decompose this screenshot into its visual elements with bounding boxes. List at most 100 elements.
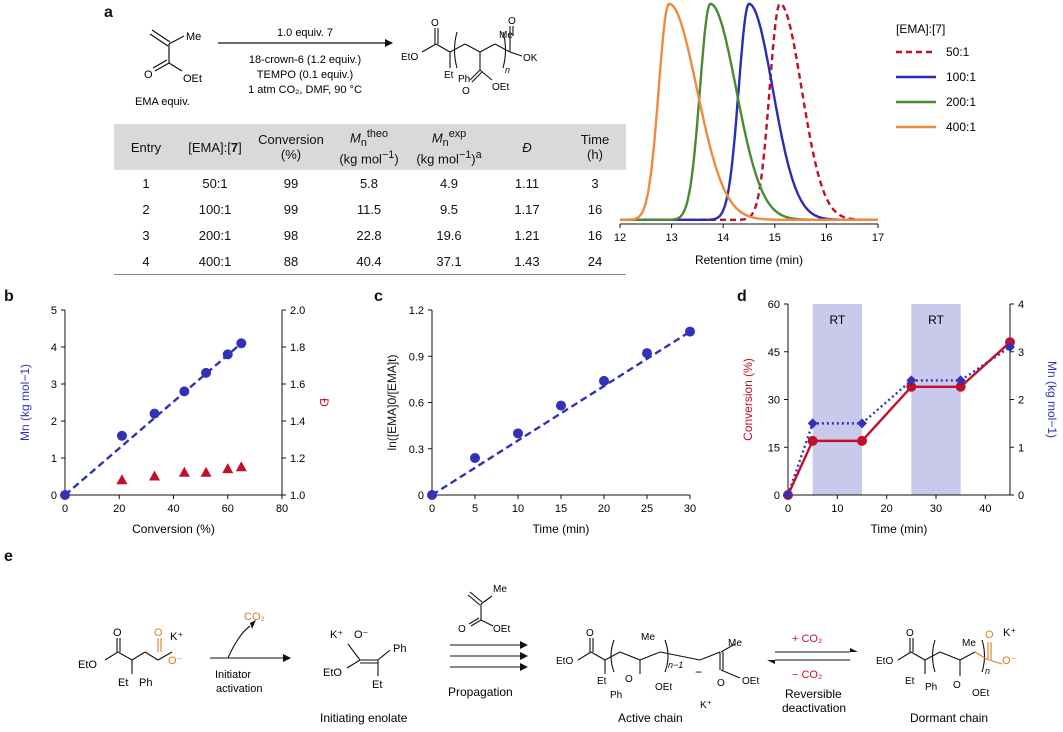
mn-point [906,375,917,386]
condition-1: 18-crown-6 (1.2 equiv.) [249,54,361,66]
chart-d: RT RT 0 10 20 30 40 0 15 30 45 60 0 1 2 3 4 Time (min) Con… [741,299,1059,536]
caption-active-chain: Active chain [618,711,683,725]
e-o4: O [586,628,594,639]
ln-point [642,348,652,359]
prod-o3: O [462,86,470,97]
y-tick-label-right: 1 [1018,442,1024,454]
e-k2: K⁺ [330,629,343,641]
e-o2: O [154,627,163,639]
prod-o2: O [508,16,516,27]
condition-2: TEMPO (0.1 equiv.) [257,69,353,81]
gpc-chart: 12 13 14 15 16 17 Retention time (min) [EMA]:[7… [614,2,976,267]
y-tick-label: 4 [51,342,57,354]
y-tick-label: 0.3 [409,444,424,456]
prod-ph: Ph [458,74,470,85]
mn-point [201,367,212,378]
y-tick-label: 5 [51,305,57,317]
e-eto-4: EtO [876,656,893,667]
e-n: n [985,666,990,676]
gpc-trace-100-1 [620,2,878,221]
shaded-region-label: RT [928,313,944,327]
gpc-x-label: Retention time (min) [695,253,803,267]
chart-c: 0 5 10 15 20 25 30 0 0.3 0.6 0.9 1.2 Time (min) ln([E… [385,305,696,536]
prod-o1: O [431,18,439,29]
ln-point [599,375,609,386]
results-table-wrap: Entry [EMA]:[7] Conversion (%) Mntheo (kg … [114,124,626,275]
x-tick-label: 25 [641,503,653,515]
prod-n: n [505,65,510,75]
e-o10: O⁻ [1002,655,1017,667]
table-row: 3 200:1 98 22.8 19.6 1.21 16 [142,227,603,243]
ln-point [427,490,437,500]
e-eto-2: EtO [323,667,342,679]
y-tick-label: 0 [418,490,424,502]
mn-point [222,349,233,360]
minus-co2: − CO₂ [792,669,822,681]
ema-o: O [144,69,153,81]
shaded-region-label: RT [829,313,845,327]
reversible-2: deactivation [782,701,846,715]
shaded-region [911,304,961,495]
condition-top: 1.0 equiv. 7 [277,27,333,39]
ln-point [685,326,695,337]
e-et-4: Et [905,676,915,687]
mn-fit-line [64,342,243,496]
e-oet-mono: OEt [493,624,510,635]
gpc-x-tick-label: 15 [769,232,781,244]
y-tick-label-right: 1.0 [290,490,305,502]
gpc-legend-title: [EMA]:[7] [896,22,945,36]
e-oet-5: OEt [972,688,989,699]
mn-point [60,490,70,500]
mn-point [857,418,867,429]
plus-co2: + CO₂ [792,633,822,645]
y-tick-label-right: 3 [1018,347,1024,359]
e-o3: O⁻ [168,655,183,667]
e-me-mono: Me [493,584,507,595]
caption-dormant-chain: Dormant chain [910,711,988,725]
gpc-trace-400-1 [620,2,878,221]
y-tick-label: 1.2 [409,305,424,317]
caption-initiating-enolate: Initiating enolate [320,711,408,725]
dispersity-point [178,466,190,477]
mn-point [236,338,247,349]
y-label-right: Đ [317,398,331,407]
gpc-trace-50-1 [620,2,878,221]
e-o-enolate: O⁻ [354,629,369,641]
e-me-5: Me [962,638,976,649]
th-conversion: Conversion (%) [252,124,330,171]
x-tick-label: 10 [512,503,524,515]
ema-label: EMA equiv. [135,96,190,108]
mn-point [807,418,818,429]
e-k3: K⁺ [700,700,712,711]
dispersity-point [222,463,234,474]
x-tick-label: 20 [598,503,610,515]
gpc-x-tick-label: 13 [665,232,677,244]
ln-fit-line [431,330,691,497]
reversible-1: Reversible [785,687,842,701]
dispersity-point [235,461,247,472]
th-dispersity: Đ [490,124,564,171]
prod-me: Me [499,30,513,41]
conversion-point [807,435,818,446]
table-row: 2 100:1 99 11.5 9.5 1.17 16 [142,201,603,217]
e-oet-3: OEt [655,682,672,693]
y-tick-label-right: 1.4 [290,416,305,428]
prod-ok: OK [523,53,538,64]
e-minus: − [695,665,702,679]
e-o1: O [113,627,122,639]
scheme-a: Me O O Et EMA equiv. 1.0 equiv. 7 18-crow… [135,16,538,108]
gpc-legend-label: 400:1 [946,120,976,134]
y-tick-label: 2 [51,416,57,428]
panel-label-b: b [4,288,14,305]
th-time: Time (h) [564,124,626,171]
x-tick-label: 30 [684,503,696,515]
prod-et: Et [444,70,454,81]
x-tick-label: 60 [222,503,234,515]
x-tick-label: 40 [167,503,179,515]
y-tick-label: 0 [774,490,780,502]
mn-point [116,430,127,441]
table-row: 4 400:1 88 40.4 37.1 1.43 24 [114,248,626,275]
scheme-e: O EtO Et Ph O O⁻ K⁺ CO₂ Initiator activa… [78,584,1017,725]
propagation-label: Propagation [448,685,513,699]
gpc-x-tick-label: 12 [614,232,626,244]
